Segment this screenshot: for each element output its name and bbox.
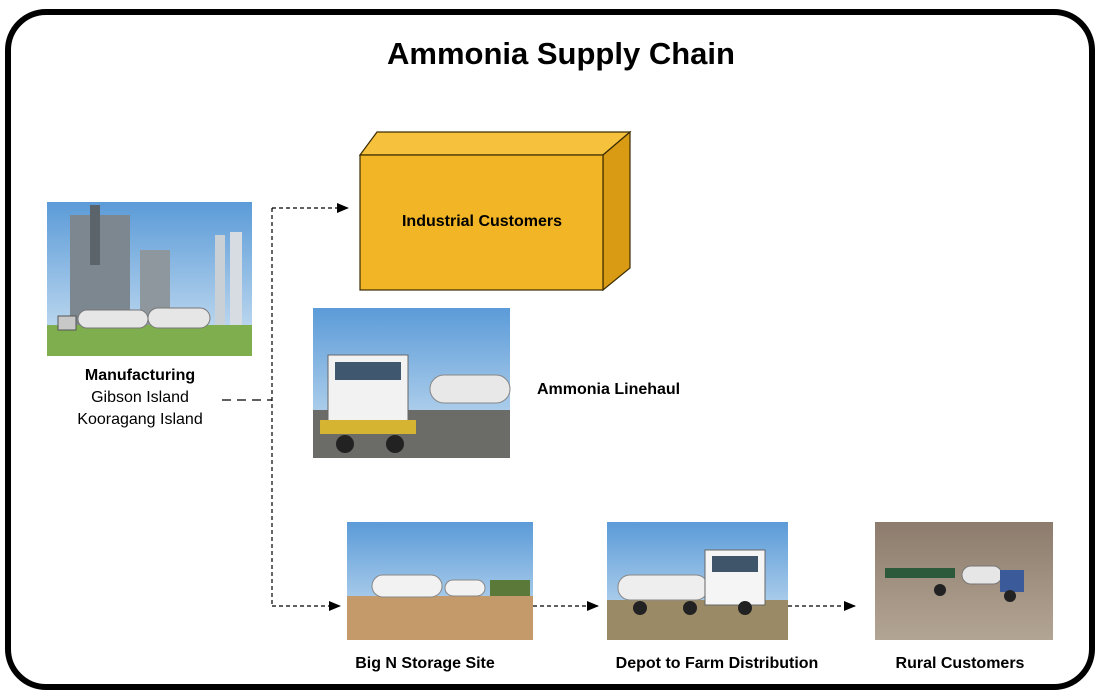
node-subline: Kooragang Island: [77, 411, 202, 428]
rural-photo: [875, 522, 1053, 640]
node-subline: Gibson Island: [91, 389, 189, 406]
node-label: Big N Storage Site: [355, 655, 495, 672]
linehaul-photo: [313, 308, 510, 458]
node-label: Industrial Customers: [402, 213, 562, 230]
page: Ammonia Supply Chain Manufacturing Gibso…: [0, 0, 1100, 693]
node-label: Rural Customers: [896, 655, 1025, 672]
node-label: Ammonia Linehaul: [537, 381, 680, 398]
node-label: Depot to Farm Distribution: [616, 655, 819, 672]
node-label: Manufacturing: [85, 367, 195, 384]
storage-photo: [347, 522, 533, 640]
depot-photo: [607, 522, 788, 640]
diagram: Ammonia Supply Chain Manufacturing Gibso…: [0, 0, 1100, 693]
industrial-box: [360, 132, 630, 290]
title: Ammonia Supply Chain: [387, 36, 735, 71]
manufacturing-photo: [47, 202, 252, 356]
